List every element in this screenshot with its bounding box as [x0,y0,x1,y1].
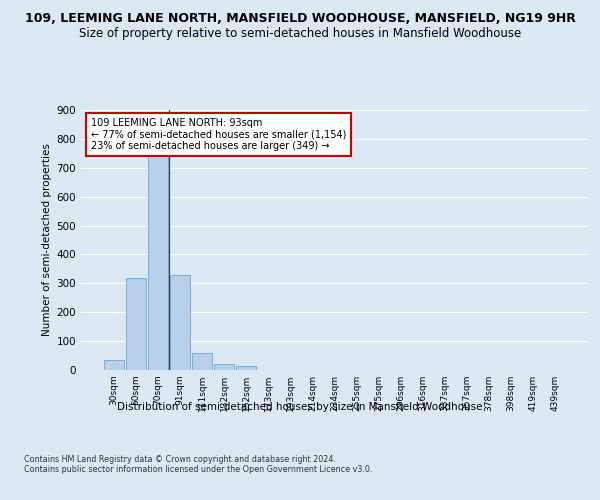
Text: Distribution of semi-detached houses by size in Mansfield Woodhouse: Distribution of semi-detached houses by … [117,402,483,412]
Text: 109 LEEMING LANE NORTH: 93sqm
← 77% of semi-detached houses are smaller (1,154)
: 109 LEEMING LANE NORTH: 93sqm ← 77% of s… [91,118,347,151]
Text: Contains HM Land Registry data © Crown copyright and database right 2024.
Contai: Contains HM Land Registry data © Crown c… [24,455,373,474]
Text: 109, LEEMING LANE NORTH, MANSFIELD WOODHOUSE, MANSFIELD, NG19 9HR: 109, LEEMING LANE NORTH, MANSFIELD WOODH… [25,12,575,26]
Bar [214,364,234,370]
Y-axis label: Number of semi-detached properties: Number of semi-detached properties [43,144,52,336]
Text: Size of property relative to semi-detached houses in Mansfield Woodhouse: Size of property relative to semi-detach… [79,28,521,40]
Bar [170,274,190,370]
Bar [148,156,168,370]
Bar [126,278,146,370]
Bar [236,366,256,370]
Bar [104,360,124,370]
Bar [192,352,212,370]
